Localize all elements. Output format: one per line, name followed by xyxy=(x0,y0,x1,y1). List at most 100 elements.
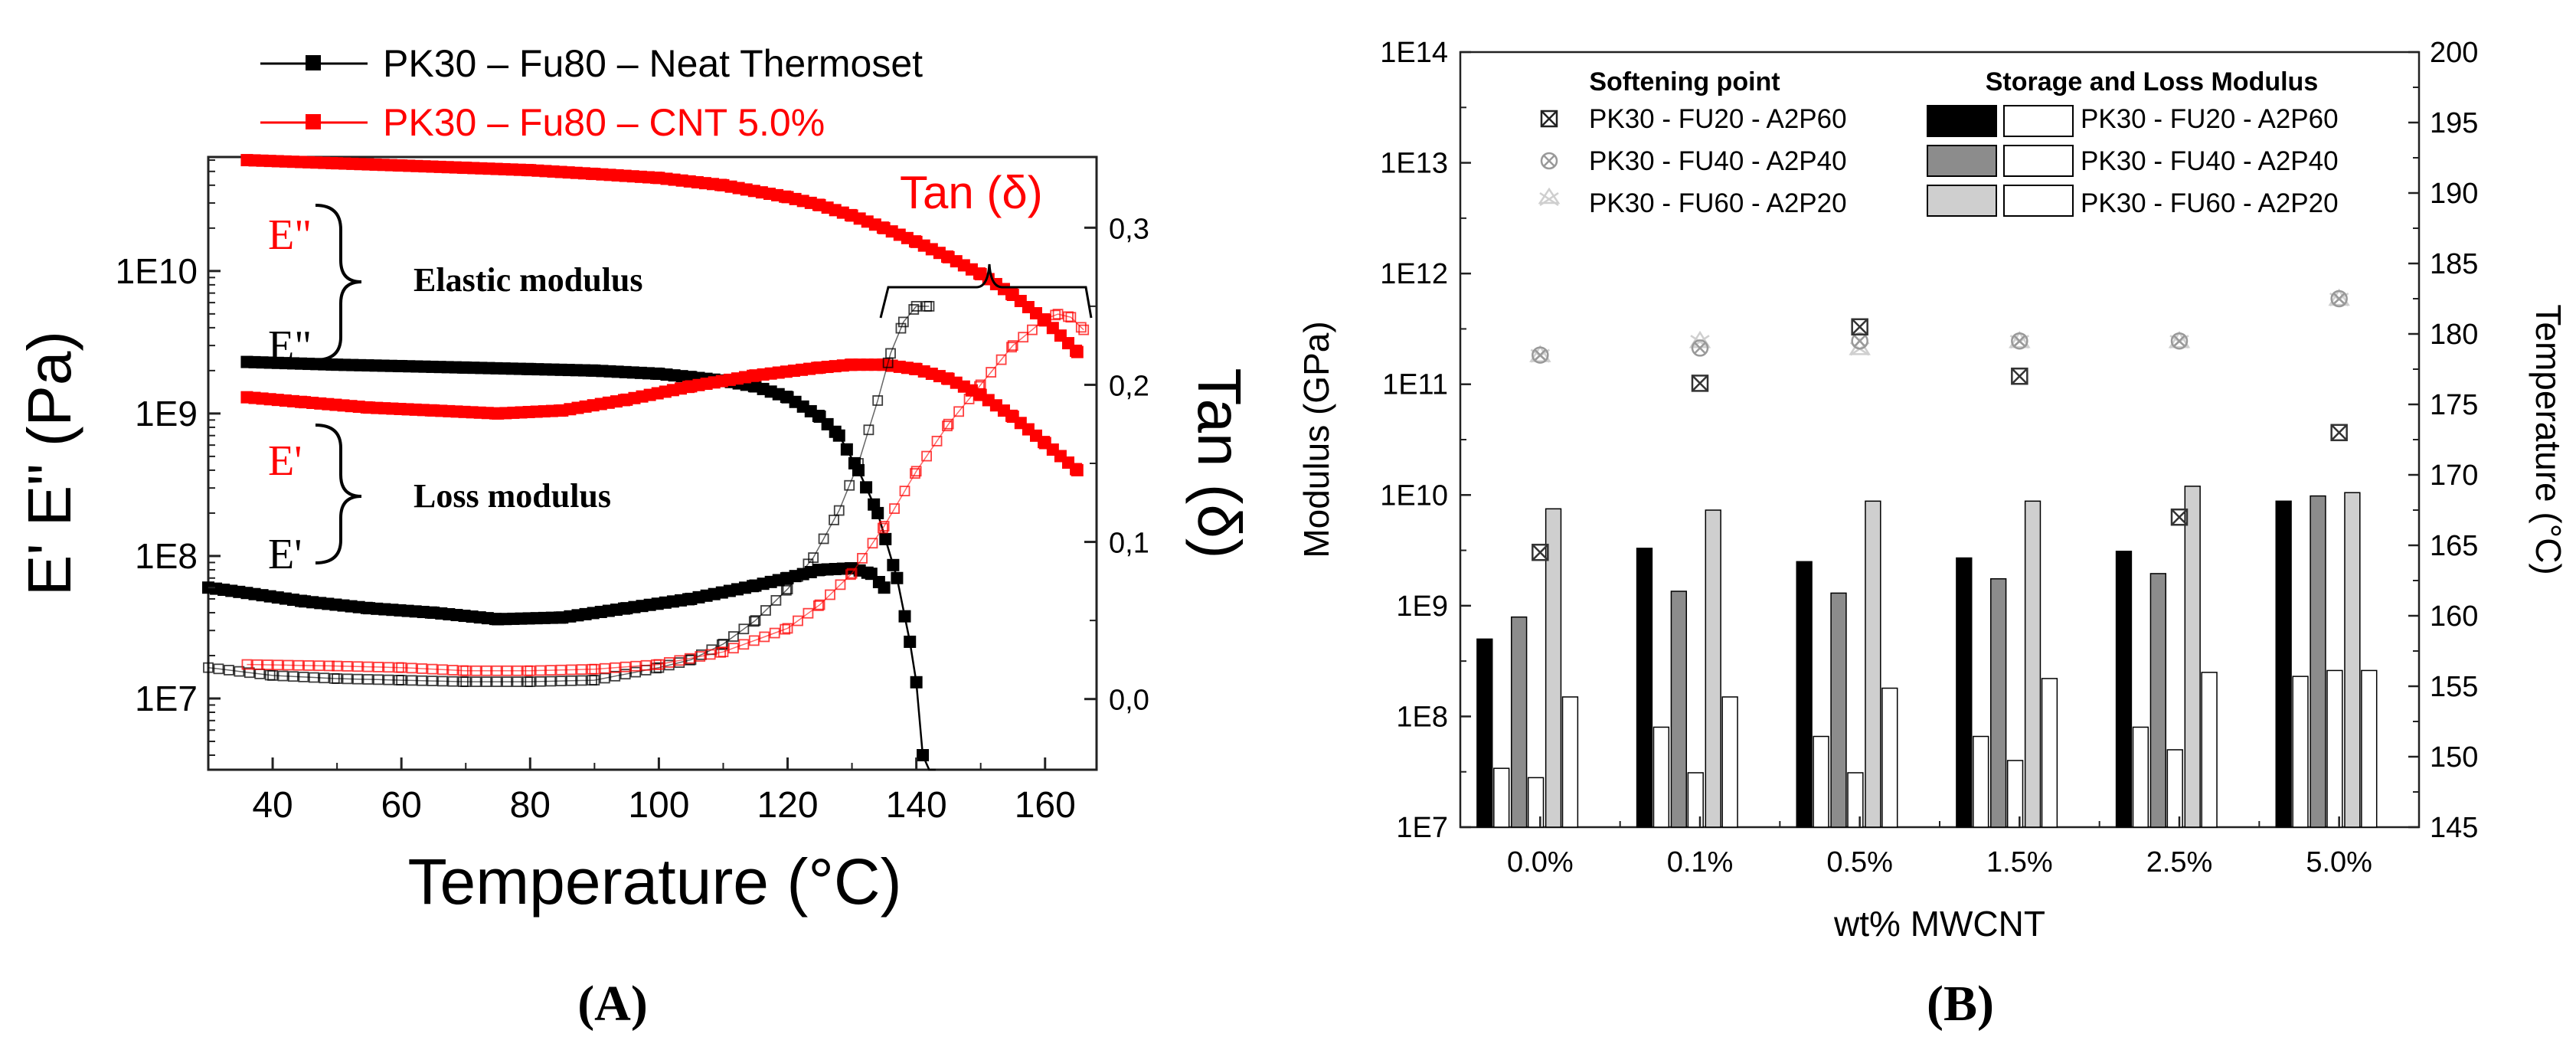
panel-a-x-tick-label: 100 xyxy=(628,785,689,826)
data-point xyxy=(460,665,472,676)
data-point xyxy=(748,616,760,627)
panel-b-y-tick-label: 1E8 xyxy=(1396,701,1448,733)
panel-b-y2-tick-label: 145 xyxy=(2430,812,2478,844)
panel-b-y2-tick-label: 190 xyxy=(2430,178,2478,210)
panel-a-legend: PK30 – Fu80 – Neat Thermoset PK30 – Fu80… xyxy=(260,42,923,144)
data-point xyxy=(921,450,932,462)
data-point xyxy=(534,665,546,676)
marker-square xyxy=(2011,367,2028,385)
panel-a-series-cnt-e-double-prime xyxy=(240,154,1084,358)
data-point xyxy=(362,674,374,685)
panel-b-y2-tick-label: 155 xyxy=(2430,671,2478,703)
panel-b-y2-tick-label: 185 xyxy=(2430,248,2478,280)
bar-loss-pk30-fu60-a2p20 xyxy=(2041,678,2058,828)
legend-softening-label-fu20: PK30 - FU20 - A2P60 xyxy=(1589,104,1847,134)
data-point xyxy=(319,672,330,684)
data-point xyxy=(878,581,891,594)
annotation-e1-red: E' xyxy=(268,437,302,485)
data-point xyxy=(362,661,374,672)
data-point xyxy=(555,664,567,676)
data-point xyxy=(852,463,865,476)
bar-storage-pk30-fu20-a2p60 xyxy=(1956,557,1973,828)
data-point xyxy=(610,670,621,682)
panel-b-y2-tick-label: 150 xyxy=(2430,741,2478,774)
data-point xyxy=(566,675,577,686)
data-point xyxy=(630,660,642,672)
bar-storage-pk30-fu60-a2p20 xyxy=(1705,509,1721,828)
panel-b-y-tick-label: 1E11 xyxy=(1382,369,1448,401)
marker-cross xyxy=(1853,335,1866,348)
data-point xyxy=(833,505,845,516)
data-point xyxy=(782,623,793,634)
data-point xyxy=(728,643,739,654)
panel-b-legend: Softening point Storage and Loss Modulus… xyxy=(1538,67,2339,218)
panel-label-a: (A) xyxy=(577,976,648,1032)
data-point xyxy=(512,665,523,676)
data-point xyxy=(1027,324,1038,335)
panel-b-x-tick-label: 0.0% xyxy=(1507,846,1574,878)
softening-point-fu40 xyxy=(1691,339,1709,357)
bar-loss-pk30-fu60-a2p20 xyxy=(1561,696,1579,828)
panel-a-series-neat-tan-delta xyxy=(203,300,935,688)
bar-storage-pk30-fu20-a2p60 xyxy=(1636,548,1653,828)
marker-square xyxy=(2330,424,2348,442)
data-point xyxy=(342,661,353,672)
data-point xyxy=(684,653,695,664)
data-point xyxy=(1071,345,1084,358)
data-point xyxy=(342,673,353,685)
bar-storage-pk30-fu20-a2p60 xyxy=(2275,500,2292,828)
marker-circle xyxy=(1532,346,1549,364)
data-point xyxy=(406,662,417,674)
data-point xyxy=(427,676,438,686)
data-point xyxy=(780,623,791,635)
bar-storage-pk30-fu20-a2p60 xyxy=(2115,551,2133,828)
data-point xyxy=(272,659,283,671)
data-point xyxy=(1007,340,1018,352)
data-point xyxy=(313,660,325,672)
bar-storage-pk30-fu40-a2p40 xyxy=(2149,573,2167,828)
data-point xyxy=(910,466,922,477)
softening-point-fu20 xyxy=(2011,367,2028,385)
data-point xyxy=(589,675,600,685)
softening-point-fu40 xyxy=(2011,332,2028,350)
data-point xyxy=(728,631,739,642)
data-point xyxy=(718,646,729,658)
data-point xyxy=(908,304,920,315)
panel-a-y-tick-label: 1E9 xyxy=(135,394,198,433)
data-point xyxy=(470,676,482,688)
data-point xyxy=(1071,463,1084,476)
data-point xyxy=(1075,322,1087,333)
data-point xyxy=(491,676,502,688)
data-point xyxy=(942,420,953,432)
panel-a-series-cnt-e-prime xyxy=(240,358,1084,476)
marker-square xyxy=(1532,543,1549,561)
legend-modulus-label-fu60: PK30 - FU60 - A2P20 xyxy=(2081,188,2339,218)
legend-loss-swatch-fu20 xyxy=(2003,105,2074,137)
data-point xyxy=(640,659,652,671)
data-point xyxy=(283,659,294,671)
data-point xyxy=(234,666,245,677)
data-point xyxy=(447,676,459,687)
data-point xyxy=(750,615,761,627)
data-point xyxy=(447,665,459,676)
data-point xyxy=(931,435,943,447)
legend-modulus-label-fu20: PK30 - FU20 - A2P60 xyxy=(2081,104,2339,134)
data-point xyxy=(630,666,642,678)
data-point xyxy=(437,676,448,687)
softening-point-fu20 xyxy=(1691,375,1709,392)
bar-loss-pk30-fu60-a2p20 xyxy=(1881,687,1898,828)
marker-cross xyxy=(2171,509,2188,526)
data-point xyxy=(910,300,922,312)
panel-b-y2-tick-label: 170 xyxy=(2430,460,2478,492)
data-point xyxy=(917,749,930,762)
data-point xyxy=(481,676,492,688)
bar-loss-pk30-fu60-a2p20 xyxy=(1721,696,1738,828)
data-point xyxy=(332,673,343,684)
bar-loss-pk30-fu40-a2p40 xyxy=(2006,760,2024,828)
data-point xyxy=(818,533,829,545)
panel-b-y-tick-label: 1E10 xyxy=(1380,479,1448,512)
data-point xyxy=(383,674,394,685)
data-point xyxy=(373,674,384,685)
data-point xyxy=(825,589,835,600)
